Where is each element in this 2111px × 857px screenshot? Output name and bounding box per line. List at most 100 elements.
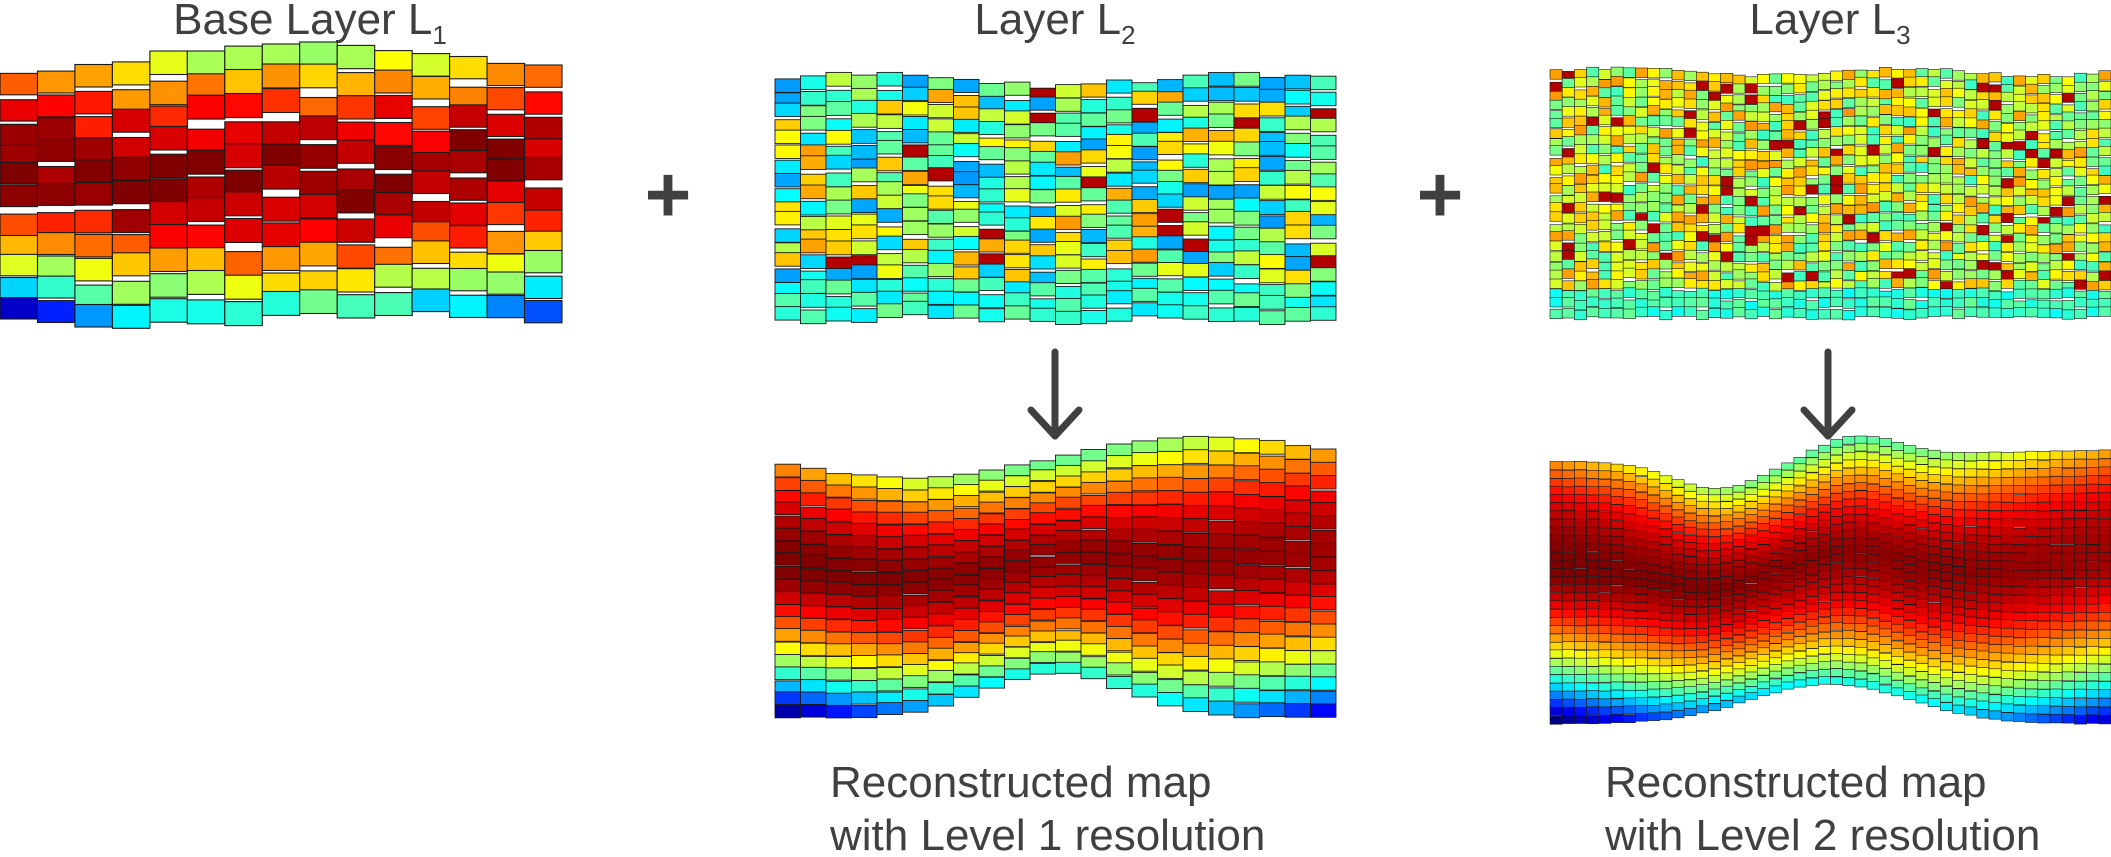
grid-cell [1891,537,1904,546]
grid-cell [1055,151,1082,166]
grid-cell [2061,621,2075,631]
grid-cell [1744,514,1758,522]
grid-cell [1976,460,1990,470]
grid-cell [1830,607,1843,616]
grid-cell [2074,527,2087,537]
grid-cell [876,572,903,586]
grid-cell [1805,582,1819,591]
grid-cell [2025,225,2039,236]
grid-cell [1830,546,1843,555]
grid-cell [1647,665,1661,674]
grid-cell [1964,100,1978,111]
grid-cell [1732,648,1746,657]
grid-cell [1131,619,1158,634]
grid-cell [1854,639,1868,648]
grid-cell [1106,480,1133,494]
grid-cell [1029,576,1056,588]
grid-cell [1891,489,1904,498]
grid-cell [1586,666,1600,676]
grid-cell [1879,557,1892,566]
grid-cell [1891,298,1904,309]
grid-cell [978,121,1005,136]
grid-cell [2074,552,2087,562]
grid-cell [1940,467,1953,477]
grid-cell [1952,542,1965,551]
grid-cell [1830,493,1843,502]
grid-cell [800,691,827,705]
grid-cell [1805,165,1819,176]
grid-cell [1818,451,1831,461]
grid-cell [1055,639,1082,652]
grid-cell [1781,547,1795,556]
grid-cell [1659,581,1673,591]
grid-cell [2098,611,2111,622]
grid-cell [299,41,338,67]
grid-cell [1574,469,1587,479]
grid-cell [1055,540,1082,553]
grid-cell [2098,157,2111,168]
grid-cell [978,501,1005,514]
grid-cell [1793,643,1807,652]
grid-cell [1561,185,1575,196]
grid-cell [1805,523,1819,532]
grid-cell [1708,241,1721,252]
grid-cell [1284,594,1311,610]
grid-cell [2061,518,2075,528]
grid-cell [1233,520,1260,536]
grid-cell [1696,167,1709,178]
grid-cell [1744,665,1758,673]
grid-cell [1952,582,1965,592]
grid-cell [2049,120,2063,131]
grid-cell [1769,518,1782,526]
grid-cell [1647,649,1661,659]
grid-cell [2049,552,2063,562]
grid-cell [2074,157,2087,168]
grid-cell [1781,104,1795,114]
grid-cell [224,301,263,327]
grid-cell [1635,594,1648,603]
grid-cell [1208,113,1235,129]
grid-cell [2037,485,2051,495]
grid-cell [1683,700,1697,709]
grid-cell [1574,657,1587,667]
grid-cell [2000,561,2014,571]
grid-cell [1805,531,1819,540]
grid-cell [774,628,801,642]
grid-cell [1793,298,1807,309]
grid-cell [1805,560,1819,569]
grid-cell [1561,616,1575,626]
grid-cell [953,266,980,281]
grid-cell [902,86,929,102]
grid-cell [1708,195,1721,206]
grid-cell [1574,690,1587,700]
grid-cell [1793,657,1807,666]
grid-cell [1055,310,1082,325]
grid-cell [851,655,878,669]
grid-cell [2000,594,2014,604]
grid-cell [1671,568,1685,577]
grid-cell [1610,641,1624,651]
grid-cell [1696,564,1709,573]
grid-cell [1080,620,1107,634]
grid-cell [1720,576,1734,584]
grid-cell [1182,221,1209,236]
grid-cell [1574,309,1587,321]
grid-cell [1310,255,1337,270]
grid-cell [1622,561,1636,570]
grid-cell [1964,681,1978,691]
grid-cell [1182,464,1209,479]
grid-cell [774,501,801,516]
grid-cell [1879,201,1892,212]
grid-cell [1259,468,1286,484]
grid-cell [2049,484,2063,495]
grid-cell [1131,671,1158,686]
grid-cell [149,80,188,106]
grid-cell [851,291,878,307]
grid-cell [1842,545,1856,554]
grid-cell [2000,485,2014,495]
grid-cell [1598,126,1612,137]
grid-cell [1744,159,1758,170]
grid-cell [1157,558,1184,574]
grid-cell [1574,707,1587,716]
grid-cell [1940,173,1953,184]
